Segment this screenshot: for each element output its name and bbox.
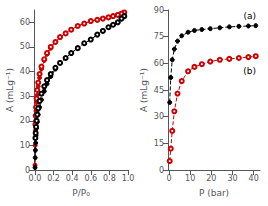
svg-text:0.2: 0.2 — [47, 174, 60, 183]
svg-text:P (bar): P (bar) — [199, 188, 229, 198]
svg-text:0: 0 — [24, 165, 30, 175]
svg-text:75: 75 — [154, 32, 164, 41]
svg-text:(b): (b) — [243, 66, 256, 76]
svg-text:10: 10 — [20, 141, 30, 150]
svg-text:0.4: 0.4 — [66, 174, 79, 183]
svg-text:10: 10 — [185, 174, 195, 183]
svg-text:45: 45 — [154, 86, 164, 95]
svg-text:A (mLg⁻¹): A (mLg⁻¹) — [5, 68, 15, 112]
svg-text:40: 40 — [249, 174, 259, 183]
svg-text:0.0: 0.0 — [29, 174, 42, 183]
svg-text:60: 60 — [20, 18, 30, 27]
svg-text:30: 30 — [227, 174, 237, 183]
svg-text:1.0: 1.0 — [122, 174, 135, 183]
svg-text:30: 30 — [154, 112, 164, 121]
svg-text:0.8: 0.8 — [103, 174, 116, 183]
svg-text:20: 20 — [206, 174, 216, 183]
svg-text:50: 50 — [20, 42, 30, 51]
svg-text:(a): (a) — [243, 11, 256, 21]
svg-text:30: 30 — [20, 92, 30, 101]
svg-text:20: 20 — [20, 116, 30, 125]
svg-text:0: 0 — [159, 166, 164, 175]
svg-text:40: 40 — [20, 67, 30, 76]
svg-text:0: 0 — [167, 174, 172, 183]
svg-text:A (mLg⁻¹): A (mLg⁻¹) — [139, 68, 149, 112]
svg-text:P/P₀: P/P₀ — [72, 188, 90, 198]
svg-text:90: 90 — [154, 6, 164, 15]
svg-text:15: 15 — [154, 139, 164, 148]
svg-text:0.6: 0.6 — [84, 174, 97, 183]
svg-text:60: 60 — [154, 59, 164, 68]
